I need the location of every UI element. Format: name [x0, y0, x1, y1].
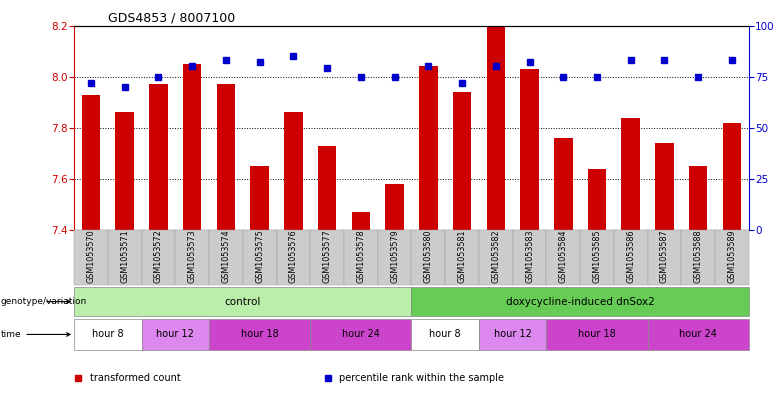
Bar [512, 230, 546, 285]
Text: GSM1053582: GSM1053582 [491, 230, 500, 283]
Text: GSM1053572: GSM1053572 [154, 229, 163, 283]
Text: GSM1053576: GSM1053576 [289, 230, 298, 283]
Bar [217, 84, 236, 230]
Text: GSM1053577: GSM1053577 [323, 229, 331, 283]
Bar [243, 230, 277, 285]
Bar [250, 166, 269, 230]
Bar [655, 143, 674, 230]
Bar [647, 319, 749, 350]
Text: GSM1053586: GSM1053586 [626, 230, 635, 283]
Bar [722, 123, 741, 230]
Text: hour 18: hour 18 [241, 329, 278, 340]
Bar [74, 319, 142, 350]
Text: hour 24: hour 24 [342, 329, 380, 340]
Text: hour 24: hour 24 [679, 329, 717, 340]
Bar [284, 112, 303, 230]
Text: hour 18: hour 18 [578, 329, 616, 340]
Text: transformed count: transformed count [90, 373, 180, 383]
Bar [310, 319, 412, 350]
Text: GSM1053585: GSM1053585 [593, 230, 601, 283]
Bar [479, 230, 512, 285]
Bar [209, 319, 310, 350]
Text: hour 12: hour 12 [494, 329, 532, 340]
Bar [479, 319, 546, 350]
Bar [378, 230, 412, 285]
Text: hour 8: hour 8 [92, 329, 124, 340]
Text: doxycycline-induced dnSox2: doxycycline-induced dnSox2 [505, 297, 654, 307]
Bar [546, 230, 580, 285]
Text: GSM1053570: GSM1053570 [87, 230, 95, 283]
Bar [310, 230, 344, 285]
Bar [149, 84, 168, 230]
Text: GSM1053588: GSM1053588 [693, 230, 703, 283]
Bar [647, 230, 682, 285]
Bar [419, 66, 438, 230]
Bar [546, 319, 647, 350]
Bar [142, 230, 176, 285]
Text: GSM1053583: GSM1053583 [525, 230, 534, 283]
Bar [622, 118, 640, 230]
Text: time: time [1, 330, 70, 339]
Bar [385, 184, 404, 230]
Bar [344, 230, 378, 285]
Bar [412, 319, 479, 350]
Bar [554, 138, 573, 230]
Bar [115, 112, 134, 230]
Bar [445, 230, 479, 285]
Text: GSM1053581: GSM1053581 [458, 230, 466, 283]
Bar [317, 146, 336, 230]
Bar [183, 64, 201, 230]
Text: GSM1053578: GSM1053578 [356, 230, 365, 283]
Text: percentile rank within the sample: percentile rank within the sample [339, 373, 505, 383]
Text: GSM1053584: GSM1053584 [558, 230, 568, 283]
Bar [277, 230, 310, 285]
Bar [452, 92, 471, 230]
Text: control: control [225, 297, 261, 307]
Bar [74, 287, 412, 316]
Text: GSM1053574: GSM1053574 [222, 230, 230, 283]
Bar [74, 230, 108, 285]
Bar [587, 169, 606, 230]
Bar [108, 230, 142, 285]
Bar [614, 230, 647, 285]
Bar [682, 230, 715, 285]
Bar [209, 230, 243, 285]
Bar [82, 95, 101, 230]
Text: GSM1053580: GSM1053580 [424, 230, 433, 283]
Bar [520, 69, 539, 230]
Text: GSM1053575: GSM1053575 [255, 229, 264, 283]
Bar [689, 166, 707, 230]
Bar [176, 230, 209, 285]
Bar [412, 230, 445, 285]
Bar [580, 230, 614, 285]
Text: GDS4853 / 8007100: GDS4853 / 8007100 [108, 11, 235, 24]
Bar [487, 26, 505, 230]
Bar [412, 287, 749, 316]
Bar [715, 230, 749, 285]
Text: GSM1053573: GSM1053573 [188, 230, 197, 283]
Bar [142, 319, 209, 350]
Text: GSM1053571: GSM1053571 [120, 230, 129, 283]
Text: hour 12: hour 12 [156, 329, 194, 340]
Text: GSM1053587: GSM1053587 [660, 230, 669, 283]
Text: GSM1053589: GSM1053589 [728, 230, 736, 283]
Text: GSM1053579: GSM1053579 [390, 229, 399, 283]
Text: hour 8: hour 8 [429, 329, 461, 340]
Text: genotype/variation: genotype/variation [1, 297, 87, 306]
Bar [352, 212, 370, 230]
